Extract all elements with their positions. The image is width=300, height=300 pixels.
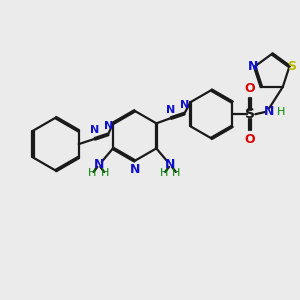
Text: O: O [245, 82, 255, 95]
Text: N: N [248, 60, 258, 73]
Text: H: H [278, 107, 286, 117]
Text: N: N [264, 105, 274, 119]
Text: N: N [130, 163, 140, 176]
Text: N: N [167, 104, 176, 115]
Text: N: N [94, 158, 104, 171]
Text: H: H [160, 168, 168, 178]
Text: N: N [90, 125, 100, 135]
Text: H: H [172, 168, 181, 178]
Text: S: S [287, 60, 296, 73]
Text: S: S [245, 107, 255, 121]
Text: H: H [88, 168, 97, 178]
Text: N: N [103, 121, 113, 131]
Text: O: O [245, 134, 255, 146]
Text: N: N [165, 158, 176, 171]
Text: N: N [180, 100, 189, 110]
Text: H: H [100, 168, 109, 178]
